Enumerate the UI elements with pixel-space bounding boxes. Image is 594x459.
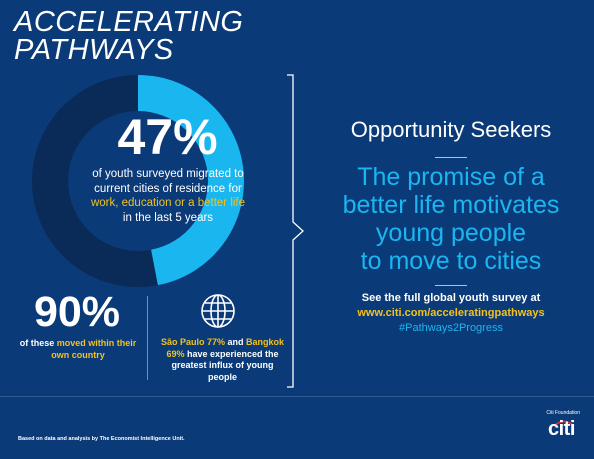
promise-rule	[435, 285, 467, 286]
foundation-label: Citi Foundation	[546, 410, 580, 416]
title-line-1: ACCELERATING	[14, 6, 244, 38]
cities-rest: have experienced the greatest influx of …	[171, 348, 279, 382]
hashtag: #Pathways2Progress	[399, 322, 503, 334]
main-desc-tail: in the last 5 years	[122, 211, 214, 224]
secondary-desc-text: of these	[19, 338, 57, 348]
section-heading: Opportunity Seekers	[350, 117, 552, 142]
heading-rule	[435, 157, 467, 158]
citi-arc-icon	[553, 420, 575, 427]
survey-link[interactable]: www.citi.com/acceleratingpathways	[357, 307, 545, 319]
promise-line-3: young people	[375, 219, 527, 247]
page-title: ACCELERATING PATHWAYS	[14, 6, 254, 66]
main-desc-text: of youth surveyed migrated to current ci…	[92, 168, 244, 195]
city-bangkok: Bangkok 69%	[166, 337, 285, 359]
promise-line-1: The promise of a	[357, 163, 545, 191]
cities-description: São Paulo 77% and Bangkok 69% have exper…	[160, 337, 285, 383]
main-stat-description: of youth surveyed migrated to current ci…	[88, 167, 248, 225]
globe-icon	[201, 294, 235, 328]
cities-and: and	[225, 337, 247, 347]
secondary-stat-description: of these moved within their own country	[14, 338, 142, 361]
vertical-divider	[147, 296, 148, 380]
city-sao-paulo: São Paulo 77%	[160, 337, 225, 347]
source-note: Based on data and analysis by The Econom…	[18, 436, 185, 442]
donut-value-arc	[138, 75, 245, 286]
promise-statement: The promise of a better life motivates y…	[306, 163, 594, 275]
citi-logo: citi	[548, 418, 575, 440]
bracket-divider	[287, 74, 304, 388]
secondary-stat-value: 90%	[33, 288, 121, 336]
title-line-2: PATHWAYS	[14, 34, 174, 66]
footer-divider	[0, 396, 594, 397]
secondary-desc-highlight: moved within their own country	[51, 338, 137, 360]
main-stat-value: 47%	[117, 109, 218, 165]
promise-line-2: better life motivates	[342, 191, 560, 219]
donut-chart	[32, 75, 245, 287]
main-desc-highlight: work, education or a better life	[90, 197, 246, 209]
promise-line-4: to move to cities	[360, 247, 542, 275]
survey-callout: See the full global youth survey at www.…	[316, 291, 586, 336]
survey-text: See the full global youth survey at	[361, 292, 541, 304]
